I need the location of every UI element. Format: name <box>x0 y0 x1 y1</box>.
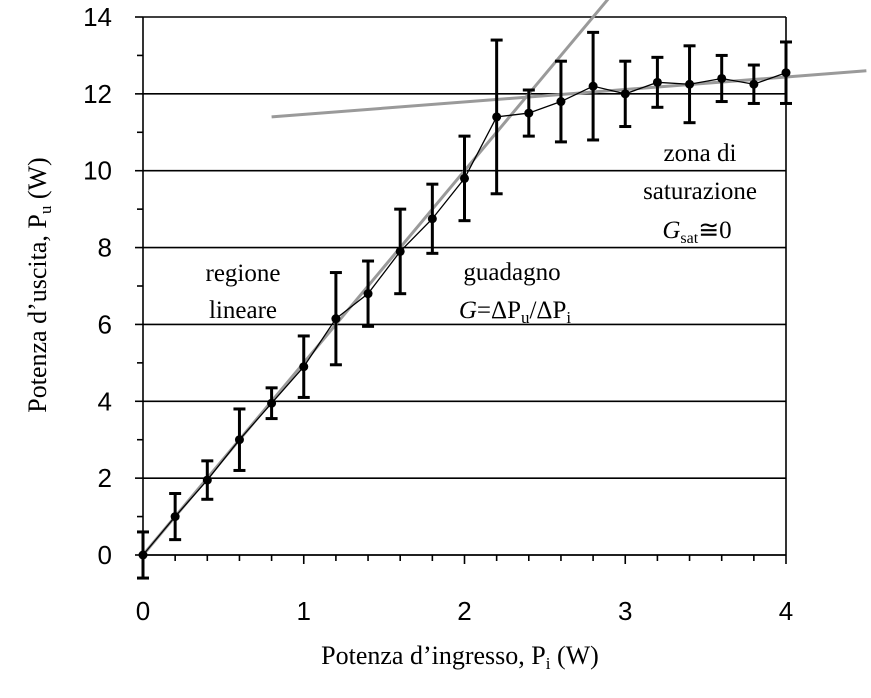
y-axis-label: Potenza d’uscita, Pu (W) <box>23 157 55 412</box>
data-point <box>556 97 566 107</box>
data-point <box>234 435 244 445</box>
x-axis-label: Potenza d’ingresso, Pi (W) <box>321 641 599 673</box>
y-tick-label: 2 <box>98 463 112 493</box>
x-tick-label: 0 <box>136 596 150 626</box>
data-point <box>267 398 277 408</box>
y-tick-label: 12 <box>83 79 112 109</box>
data-point <box>524 108 534 118</box>
data-point <box>749 79 759 89</box>
y-tick-label: 6 <box>98 309 112 339</box>
y-tick-label: 4 <box>98 386 112 416</box>
axes <box>135 16 787 564</box>
annotation-gain-formula: G=ΔPu/ΔPi <box>459 297 572 327</box>
data-point <box>781 68 791 78</box>
y-tick-label: 8 <box>98 233 112 263</box>
data-point <box>460 173 469 183</box>
data-point <box>492 112 502 122</box>
data-point <box>652 77 662 87</box>
y-tick-label: 10 <box>83 156 112 186</box>
annotation-linear-region-2: lineare <box>209 297 277 324</box>
x-tick-label: 4 <box>779 596 793 626</box>
y-tick-label: 0 <box>98 540 112 570</box>
data-point <box>138 550 148 560</box>
x-tick-label: 3 <box>618 596 632 626</box>
data-point <box>427 214 437 224</box>
saturation-fit-line <box>271 69 867 119</box>
data-point <box>202 475 212 485</box>
data-point <box>299 362 309 372</box>
y-tick-label: 14 <box>83 2 112 32</box>
annotation-saturation-gain: Gsat≅0 <box>662 217 731 247</box>
data-point <box>620 89 630 99</box>
annotation-saturation-2: saturazione <box>643 178 757 205</box>
annotation-linear-region-1: regione <box>206 260 281 287</box>
data-point <box>395 246 405 256</box>
x-tick-label: 1 <box>297 596 311 626</box>
data-point <box>331 314 341 324</box>
annotation-gain-1: guadagno <box>463 259 560 286</box>
data-point <box>363 289 373 299</box>
data-point <box>717 73 727 83</box>
x-tick-label: 2 <box>457 596 471 626</box>
data-series <box>137 30 792 580</box>
annotation-saturation-1: zona di <box>664 140 737 167</box>
data-point <box>685 79 695 89</box>
data-point <box>588 81 598 91</box>
data-point <box>170 512 180 522</box>
